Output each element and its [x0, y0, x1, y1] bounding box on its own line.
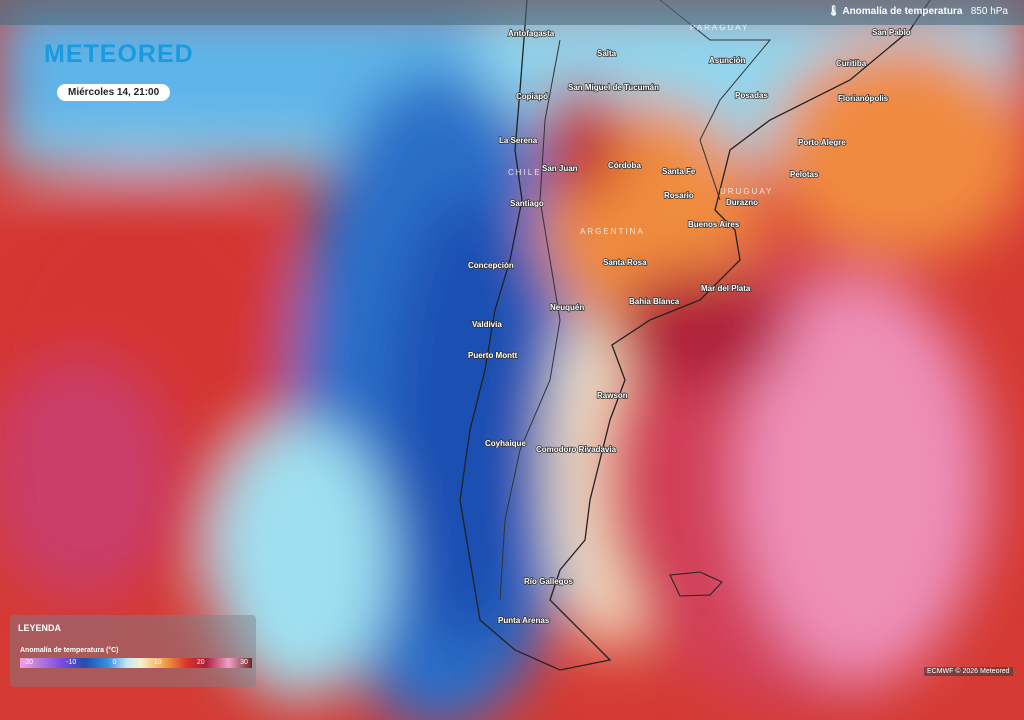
layer-info[interactable]: 🌡 Anomalía de temperatura 850 hPa [827, 6, 1008, 17]
city-label: Curitiba [836, 59, 867, 68]
legend-tick: 20 [196, 659, 205, 666]
legend-ticks: -20 -10 0 10 20 30 [20, 658, 252, 668]
city-label: Santa Fe [662, 167, 696, 176]
city-label: Posadas [735, 91, 768, 100]
city-label: Punta Arenas [498, 616, 550, 625]
legend-tick: -20 [22, 659, 34, 666]
legend-tick: 10 [153, 659, 162, 666]
country-label: ARGENTINA [580, 227, 645, 236]
country-label: PARAGUAY [690, 23, 749, 32]
city-label: Salta [597, 49, 617, 58]
legend-scale [20, 658, 252, 668]
legend-title: LEYENDA [18, 623, 62, 633]
city-label: San Juan [542, 164, 578, 173]
city-label: Asunción [709, 56, 746, 65]
city-label: Pelotas [790, 170, 819, 179]
city-label: Bahía Blanca [629, 297, 680, 306]
islands [669, 571, 723, 597]
city-label: San Pablo [872, 28, 911, 37]
layer-name: Anomalía de temperatura [842, 6, 963, 17]
city-label: Durazno [726, 198, 758, 207]
city-label: Coyhaique [485, 439, 526, 448]
city-label: Santa Rosa [603, 258, 647, 267]
city-label: Río Gallegos [524, 577, 573, 586]
city-label: Valdivia [472, 320, 502, 329]
city-label: Santiago [510, 199, 544, 208]
city-label: Mar del Plata [701, 284, 751, 293]
borders [499, 0, 772, 601]
country-label: URUGUAY [720, 187, 773, 196]
city-label: Concepción [468, 261, 514, 270]
legend-panel: LEYENDA Anomalía de temperatura (°C) -20… [10, 615, 256, 687]
city-label: Porto Alegre [798, 138, 846, 147]
city-label: Rosario [664, 191, 694, 200]
legend-subtitle: Anomalía de temperatura (°C) [20, 647, 119, 654]
city-label: Antofagasta [508, 29, 555, 38]
city-label: Neuquén [550, 303, 584, 312]
top-bar [0, 0, 1024, 25]
city-label: Rawson [597, 391, 628, 400]
country-label: CHILE [508, 168, 542, 177]
logo: METEORED [44, 40, 194, 68]
date-pill: Miércoles 14, 21:00 [57, 84, 171, 101]
coastline [459, 0, 931, 671]
layer-level: 850 hPa [970, 6, 1008, 17]
city-label: Copiapó [516, 92, 548, 101]
city-label: Córdoba [608, 161, 641, 170]
credit: ECMWF © 2026 Meteored [924, 667, 1013, 676]
city-label: Florianópolis [838, 94, 889, 103]
city-label: San Miguel de Tucumán [568, 83, 659, 92]
legend-tick: -10 [66, 659, 77, 666]
city-label: Puerto Montt [468, 351, 518, 360]
city-label: Comodoro Rivadavia [536, 445, 617, 454]
legend-tick: 0 [112, 659, 117, 666]
legend-tick: 30 [240, 659, 248, 666]
city-label: La Serena [499, 136, 538, 145]
city-label: Buenos Aires [688, 220, 740, 229]
